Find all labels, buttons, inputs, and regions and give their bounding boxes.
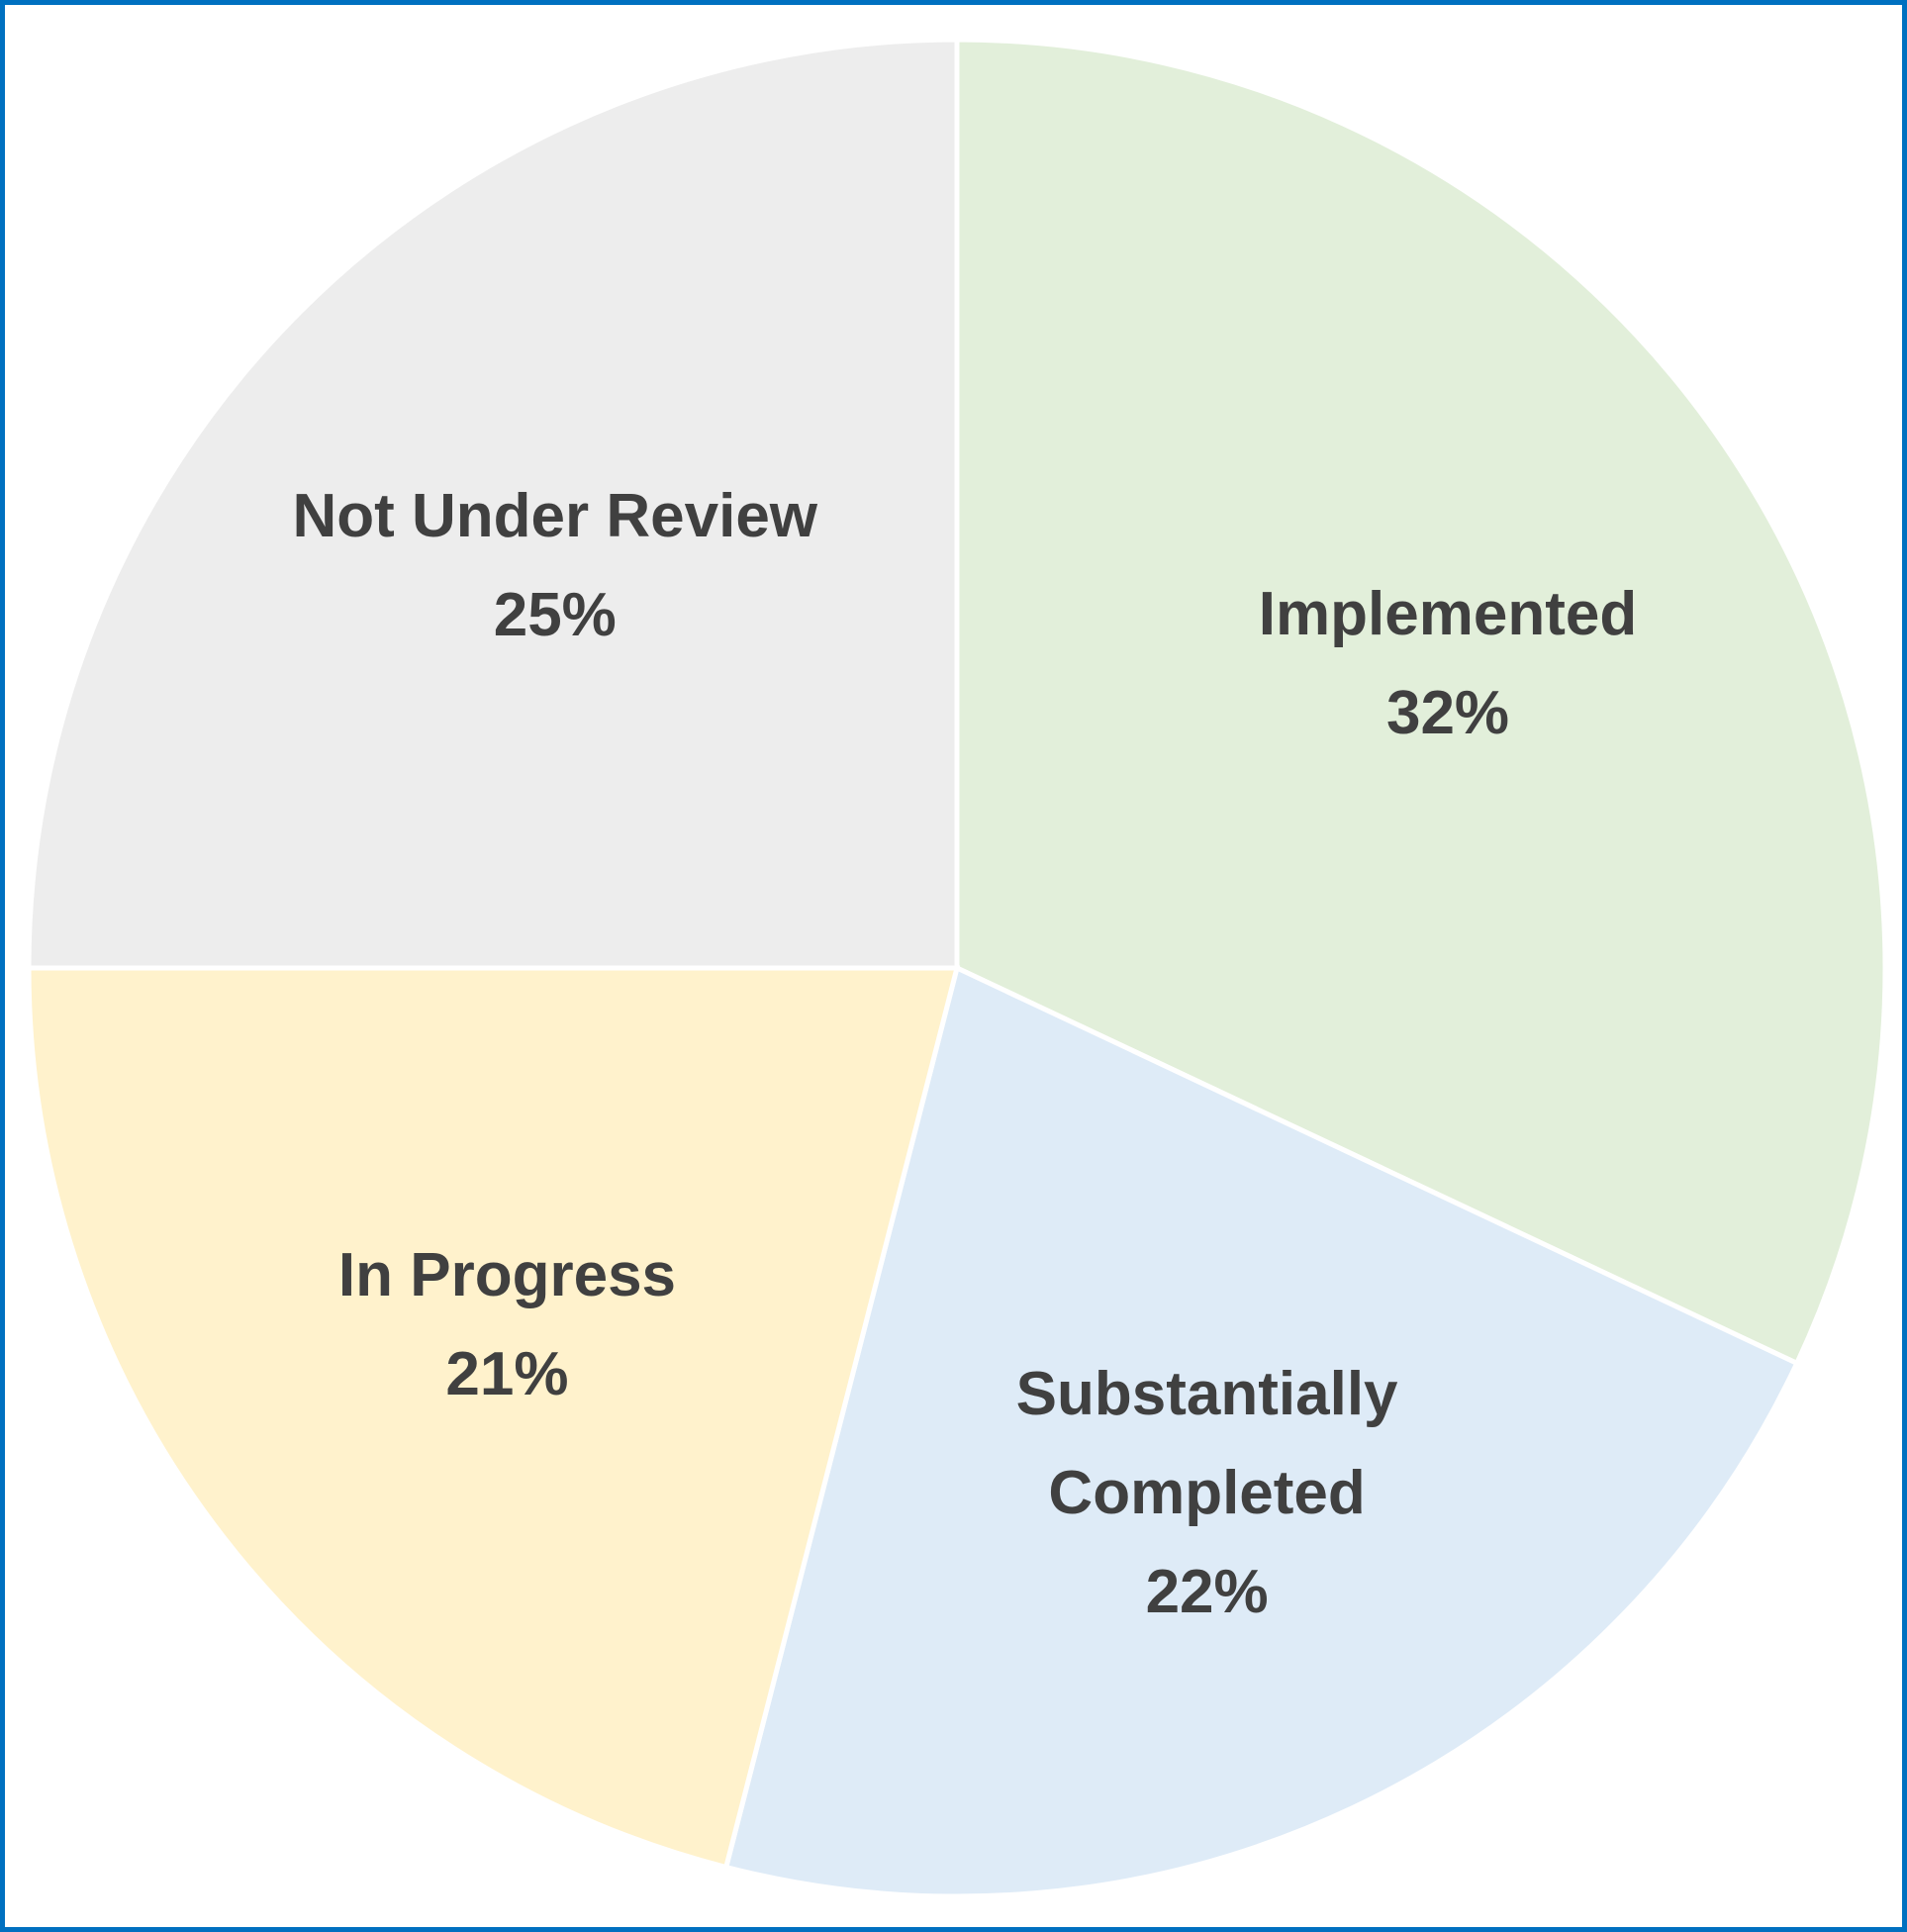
- pie-slice: [26, 965, 961, 1871]
- data-label: In Progress 21%: [190, 1226, 823, 1424]
- value-label: 21%: [445, 1340, 569, 1409]
- value-label: 25%: [493, 580, 617, 649]
- value-label: 22%: [1145, 1558, 1269, 1627]
- data-label: Implemented 32%: [1131, 565, 1764, 763]
- category-label: Substantially Completed: [1015, 1360, 1398, 1528]
- data-label: Substantially Completed 22%: [891, 1345, 1524, 1642]
- pie-slice: [26, 37, 960, 971]
- pie-slice: [722, 964, 1801, 1899]
- category-label: Not Under Review: [292, 481, 818, 550]
- data-label: Not Under Review 25%: [238, 467, 872, 665]
- pie-slice: [954, 37, 1888, 1367]
- category-label: Implemented: [1258, 580, 1638, 649]
- pie-canvas: [26, 37, 1888, 1899]
- category-label: In Progress: [337, 1241, 677, 1310]
- value-label: 32%: [1385, 679, 1510, 748]
